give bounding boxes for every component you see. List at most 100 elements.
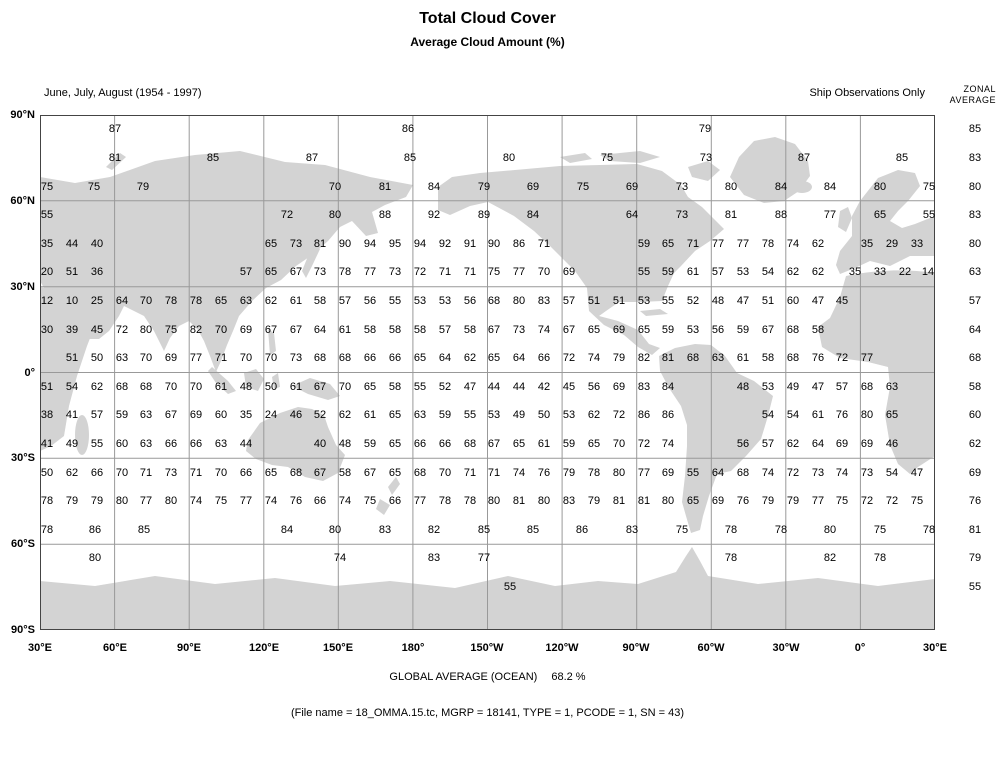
grid-value: 78	[724, 524, 738, 536]
y-axis-tick: 0°	[24, 367, 35, 379]
grid-value: 61	[214, 381, 228, 393]
grid-value: 76	[736, 495, 750, 507]
grid-value: 56	[363, 295, 377, 307]
grid-value: 35	[40, 238, 54, 250]
grid-value: 64	[512, 352, 526, 364]
grid-value: 68	[487, 295, 501, 307]
grid-value: 63	[115, 352, 129, 364]
season-label: June, July, August (1954 - 1997)	[44, 87, 202, 99]
grid-value: 51	[40, 381, 54, 393]
grid-value: 58	[313, 295, 327, 307]
grid-value: 84	[823, 181, 837, 193]
x-axis-tick: 30°W	[772, 642, 800, 654]
grid-value: 36	[90, 266, 104, 278]
grid-value: 35	[860, 238, 874, 250]
grid-value: 55	[637, 266, 651, 278]
grid-value: 71	[463, 467, 477, 479]
grid-value: 75	[576, 181, 590, 193]
grid-value: 40	[313, 438, 327, 450]
grid-value: 51	[612, 295, 626, 307]
grid-value: 73	[675, 181, 689, 193]
grid-value: 59	[736, 324, 750, 336]
grid-value: 69	[562, 266, 576, 278]
grid-value: 62	[463, 352, 477, 364]
grid-value: 80	[328, 524, 342, 536]
grid-value: 35	[848, 266, 862, 278]
grid-value: 70	[115, 467, 129, 479]
grid-value: 76	[811, 352, 825, 364]
grid-value: 70	[537, 266, 551, 278]
zonal-average-value: 57	[968, 295, 982, 307]
grid-value: 55	[661, 295, 675, 307]
grid-value: 57	[761, 438, 775, 450]
grid-value: 71	[686, 238, 700, 250]
grid-value: 85	[895, 152, 909, 164]
grid-value: 75	[164, 324, 178, 336]
grid-value: 53	[487, 409, 501, 421]
grid-value: 53	[736, 266, 750, 278]
zonal-average-value: 69	[968, 467, 982, 479]
grid-value: 80	[823, 524, 837, 536]
grid-value: 65	[873, 209, 887, 221]
grid-value: 85	[477, 524, 491, 536]
grid-value: 58	[388, 324, 402, 336]
page-title: Total Cloud Cover	[419, 10, 556, 27]
grid-value: 67	[761, 324, 775, 336]
grid-value: 70	[189, 381, 203, 393]
grid-value: 72	[413, 266, 427, 278]
grid-value: 68	[115, 381, 129, 393]
grid-value: 79	[90, 495, 104, 507]
grid-value: 61	[811, 409, 825, 421]
grid-value: 78	[40, 524, 54, 536]
grid-value: 52	[313, 409, 327, 421]
grid-value: 60	[115, 438, 129, 450]
grid-value: 78	[774, 524, 788, 536]
grid-value: 81	[637, 495, 651, 507]
grid-value: 22	[898, 266, 912, 278]
zonal-header-line2: AVERAGE	[949, 95, 996, 105]
grid-value: 57	[438, 324, 452, 336]
grid-value: 57	[711, 266, 725, 278]
grid-value: 64	[115, 295, 129, 307]
y-axis-tick: 30°N	[10, 281, 35, 293]
grid-value: 55	[413, 381, 427, 393]
grid-value: 71	[214, 352, 228, 364]
grid-value: 35	[239, 409, 253, 421]
grid-value: 55	[503, 581, 517, 593]
grid-value: 77	[477, 552, 491, 564]
grid-value: 63	[139, 409, 153, 421]
grid-value: 10	[65, 295, 79, 307]
grid-value: 89	[477, 209, 491, 221]
grid-value: 38	[40, 409, 54, 421]
grid-value: 66	[413, 438, 427, 450]
grid-value: 24	[264, 409, 278, 421]
grid-value: 51	[587, 295, 601, 307]
grid-value: 81	[724, 209, 738, 221]
grid-value: 41	[65, 409, 79, 421]
grid-value: 77	[637, 467, 651, 479]
grid-value: 62	[338, 409, 352, 421]
grid-value: 70	[164, 381, 178, 393]
grid-value: 64	[711, 467, 725, 479]
grid-value: 47	[811, 381, 825, 393]
grid-value: 86	[88, 524, 102, 536]
grid-value: 44	[65, 238, 79, 250]
grid-value: 51	[65, 352, 79, 364]
grid-value: 62	[587, 409, 601, 421]
grid-value: 67	[289, 324, 303, 336]
zonal-average-value: 63	[968, 266, 982, 278]
grid-value: 63	[139, 438, 153, 450]
grid-value: 79	[587, 495, 601, 507]
grid-value: 80	[88, 552, 102, 564]
grid-value: 70	[214, 324, 228, 336]
x-axis-tick: 60°E	[103, 642, 127, 654]
grid-value: 53	[438, 295, 452, 307]
grid-value: 74	[661, 438, 675, 450]
grid-value: 70	[264, 352, 278, 364]
grid-value: 79	[786, 495, 800, 507]
grid-value: 80	[512, 295, 526, 307]
grid-value: 81	[512, 495, 526, 507]
grid-value: 55	[90, 438, 104, 450]
grid-value: 62	[65, 467, 79, 479]
